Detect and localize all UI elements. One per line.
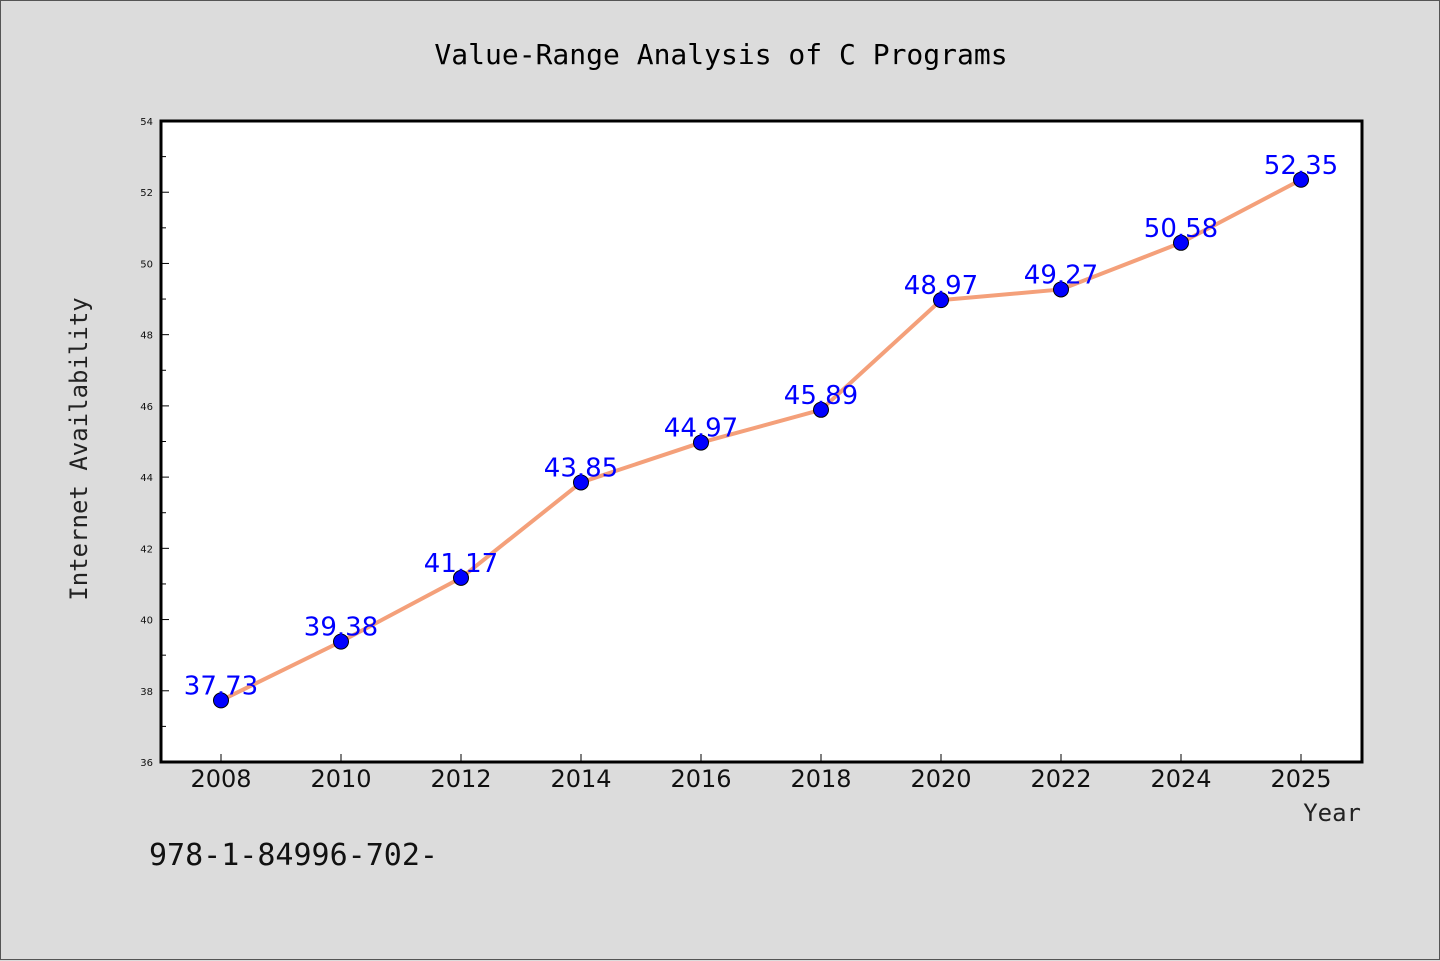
chart-title: Value-Range Analysis of C Programs (434, 38, 1007, 71)
y-tick-label: 42 (140, 544, 153, 555)
data-point-marker (333, 633, 349, 650)
data-label: 50.58 (1144, 214, 1218, 244)
data-point-marker (213, 692, 229, 709)
y-tick-label: 36 (140, 758, 153, 769)
data-label: 48.97 (904, 271, 978, 301)
data-point-marker (1053, 281, 1069, 298)
x-tick-label: 2024 (1150, 765, 1211, 793)
data-point-marker (693, 434, 709, 451)
data-label: 37.73 (184, 671, 258, 701)
x-tick-label: 2016 (670, 765, 731, 793)
x-tick-label: 2008 (190, 765, 251, 793)
x-tick-label: 2025 (1270, 765, 1331, 793)
data-label: 43.85 (544, 453, 618, 483)
y-tick-label: 48 (140, 331, 153, 342)
data-point-marker (573, 474, 589, 491)
y-axis: 36 38 40 42 44 46 48 50 52 54 (140, 117, 169, 769)
data-label: 41.17 (424, 549, 498, 579)
y-tick-label: 50 (140, 259, 153, 270)
x-axis-label: Year (1303, 799, 1361, 827)
y-tick-label: 38 (140, 687, 153, 698)
x-axis: 2008 2010 2012 2014 2016 2018 2020 2022 2024 2025 (190, 754, 1332, 793)
data-point-marker (1173, 234, 1189, 251)
series-line (220, 177, 1302, 703)
y-tick-label: 46 (140, 402, 153, 413)
data-point-marker (933, 292, 949, 309)
data-label: 45.89 (784, 381, 858, 411)
data-point-marker (813, 401, 829, 418)
x-tick-label: 2010 (310, 765, 371, 793)
y-axis-label: Internet Availability (65, 297, 93, 600)
data-label: 39.38 (304, 613, 378, 643)
y-tick-label: 52 (140, 188, 153, 199)
x-tick-label: 2014 (550, 765, 611, 793)
data-labels: 37.73 39.38 41.17 43.85 44.97 45.89 48.97 49.27… (184, 151, 1338, 702)
footer-isbn-text: 978-1-84996-702- (149, 838, 438, 873)
y-tick-label: 44 (140, 473, 153, 484)
series-line-group (220, 177, 1302, 703)
y-tick-label: 54 (140, 117, 153, 128)
y-tick-label: 40 (140, 616, 153, 627)
x-tick-label: 2012 (430, 765, 491, 793)
data-markers (213, 171, 1309, 709)
data-point-marker (453, 569, 469, 586)
x-tick-label: 2018 (790, 765, 851, 793)
x-tick-label: 2022 (1030, 765, 1091, 793)
data-label: 44.97 (664, 414, 738, 444)
plot-area (159, 119, 1364, 764)
data-label: 49.27 (1024, 260, 1098, 290)
data-label: 52.35 (1264, 151, 1338, 181)
x-tick-label: 2020 (910, 765, 971, 793)
data-point-marker (1293, 171, 1309, 188)
